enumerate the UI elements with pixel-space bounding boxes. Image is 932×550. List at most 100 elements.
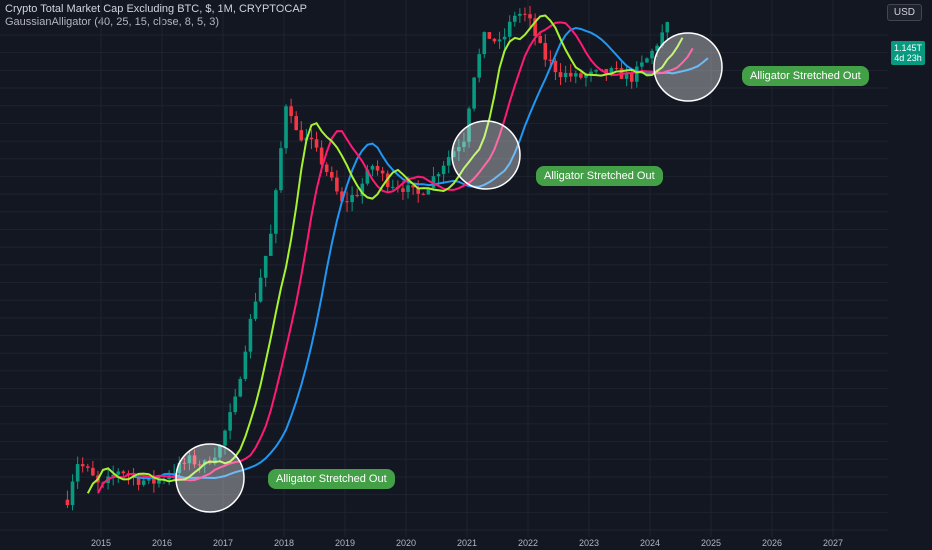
candle-body [538, 35, 542, 43]
candle-body [665, 22, 670, 33]
candle-body [523, 13, 527, 15]
candle-body [451, 151, 456, 158]
candle-body [416, 187, 420, 194]
candle-body [553, 60, 558, 73]
candle-body [136, 476, 141, 485]
candle-body [624, 72, 629, 79]
candle-body [563, 72, 568, 78]
highlight-circle [175, 443, 245, 513]
alligator-lines [86, 14, 709, 494]
candle-body [446, 157, 451, 166]
candle-body [487, 32, 492, 39]
price-chart[interactable]: 26.5 M38 M55 M79 M115 M165 M235 M345 M50… [0, 0, 890, 550]
candles [65, 5, 670, 511]
candle-body [411, 185, 415, 188]
candle-body [406, 185, 410, 192]
candle-body [197, 464, 202, 466]
x-tick-label: 2016 [152, 538, 172, 548]
candle-body [436, 174, 441, 177]
candle-body [401, 188, 405, 192]
candle-body [472, 77, 476, 109]
candle-body [284, 106, 288, 149]
candle-body [75, 464, 80, 482]
candle-body [116, 471, 121, 475]
candle-body [345, 201, 349, 203]
candle-body [390, 186, 395, 188]
candle-body [80, 464, 85, 467]
candle-body [568, 72, 573, 77]
last-price-badge: 1.145T 4d 23h [891, 41, 925, 65]
candle-body [370, 165, 375, 170]
candle-body [65, 499, 70, 506]
candle-body [589, 71, 593, 76]
highlight-circles [175, 32, 723, 513]
candle-body [634, 66, 639, 82]
x-tick-label: 2017 [213, 538, 233, 548]
candle-body [223, 430, 227, 446]
highlight-circle [451, 120, 521, 190]
candle-body [279, 148, 283, 191]
candle-body [380, 170, 385, 174]
candle-body [573, 73, 578, 77]
candle-body [650, 50, 654, 59]
candle-body [152, 476, 156, 484]
teeth-line [97, 21, 694, 494]
candle-body [365, 169, 370, 184]
x-tick-label: 2019 [335, 538, 355, 548]
indicator-label[interactable]: GaussianAlligator (40, 25, 15, close, 8,… [5, 16, 220, 28]
x-tick-label: 2026 [762, 538, 782, 548]
candle-body [360, 183, 365, 197]
candle-body [543, 42, 548, 60]
last-price-value: 1.145T [893, 43, 923, 53]
candle-body [579, 73, 583, 78]
x-axis: 2015 2016 2017 2018 2019 2020 2021 2022 2023 2024… [91, 538, 843, 548]
candle-body [187, 455, 192, 464]
candle-body [614, 68, 619, 70]
candle-body [233, 396, 237, 413]
candle-body [528, 14, 532, 19]
candle-body [594, 70, 598, 72]
candle-body [558, 72, 563, 78]
candle-body [228, 412, 232, 431]
candle-body [426, 188, 431, 195]
candle-body [309, 137, 314, 140]
candle-body [421, 193, 426, 195]
candle-body [238, 378, 243, 397]
x-tick-label: 2022 [518, 538, 538, 548]
candle-body [314, 139, 319, 148]
candle-body [640, 62, 644, 67]
chart-grid [0, 0, 888, 537]
candle-body [335, 177, 339, 192]
candle-countdown: 4d 23h [894, 53, 922, 63]
candle-body [243, 351, 248, 379]
candle-body [507, 21, 512, 37]
candle-body [609, 68, 614, 75]
candle-body [502, 36, 507, 40]
candle-body [355, 194, 359, 197]
currency-button[interactable]: USD [886, 4, 922, 21]
candle-body [289, 106, 293, 117]
candle-body [584, 75, 588, 78]
candle-body [192, 455, 197, 465]
candle-body [457, 147, 461, 152]
candle-body [340, 191, 344, 202]
candle-body [157, 479, 161, 484]
x-tick-label: 2015 [91, 538, 111, 548]
highlight-circle [653, 32, 723, 102]
candle-body [655, 45, 659, 51]
candle-body [263, 255, 268, 278]
candle-body [441, 165, 446, 175]
candle-body [518, 13, 522, 16]
candle-body [645, 58, 649, 63]
candle-body [299, 130, 304, 141]
candle-body [213, 457, 217, 464]
lips-line [86, 14, 684, 494]
x-tick-label: 2023 [579, 538, 599, 548]
annotation-label[interactable]: Alligator Stretched Out [536, 166, 663, 186]
chart-title: Crypto Total Market Cap Excluding BTC, $… [5, 3, 308, 15]
candle-body [111, 474, 115, 477]
candle-body [274, 190, 278, 234]
annotation-label[interactable]: Alligator Stretched Out [268, 469, 395, 489]
candle-body [548, 59, 553, 61]
annotation-label[interactable]: Alligator Stretched Out [742, 66, 869, 86]
